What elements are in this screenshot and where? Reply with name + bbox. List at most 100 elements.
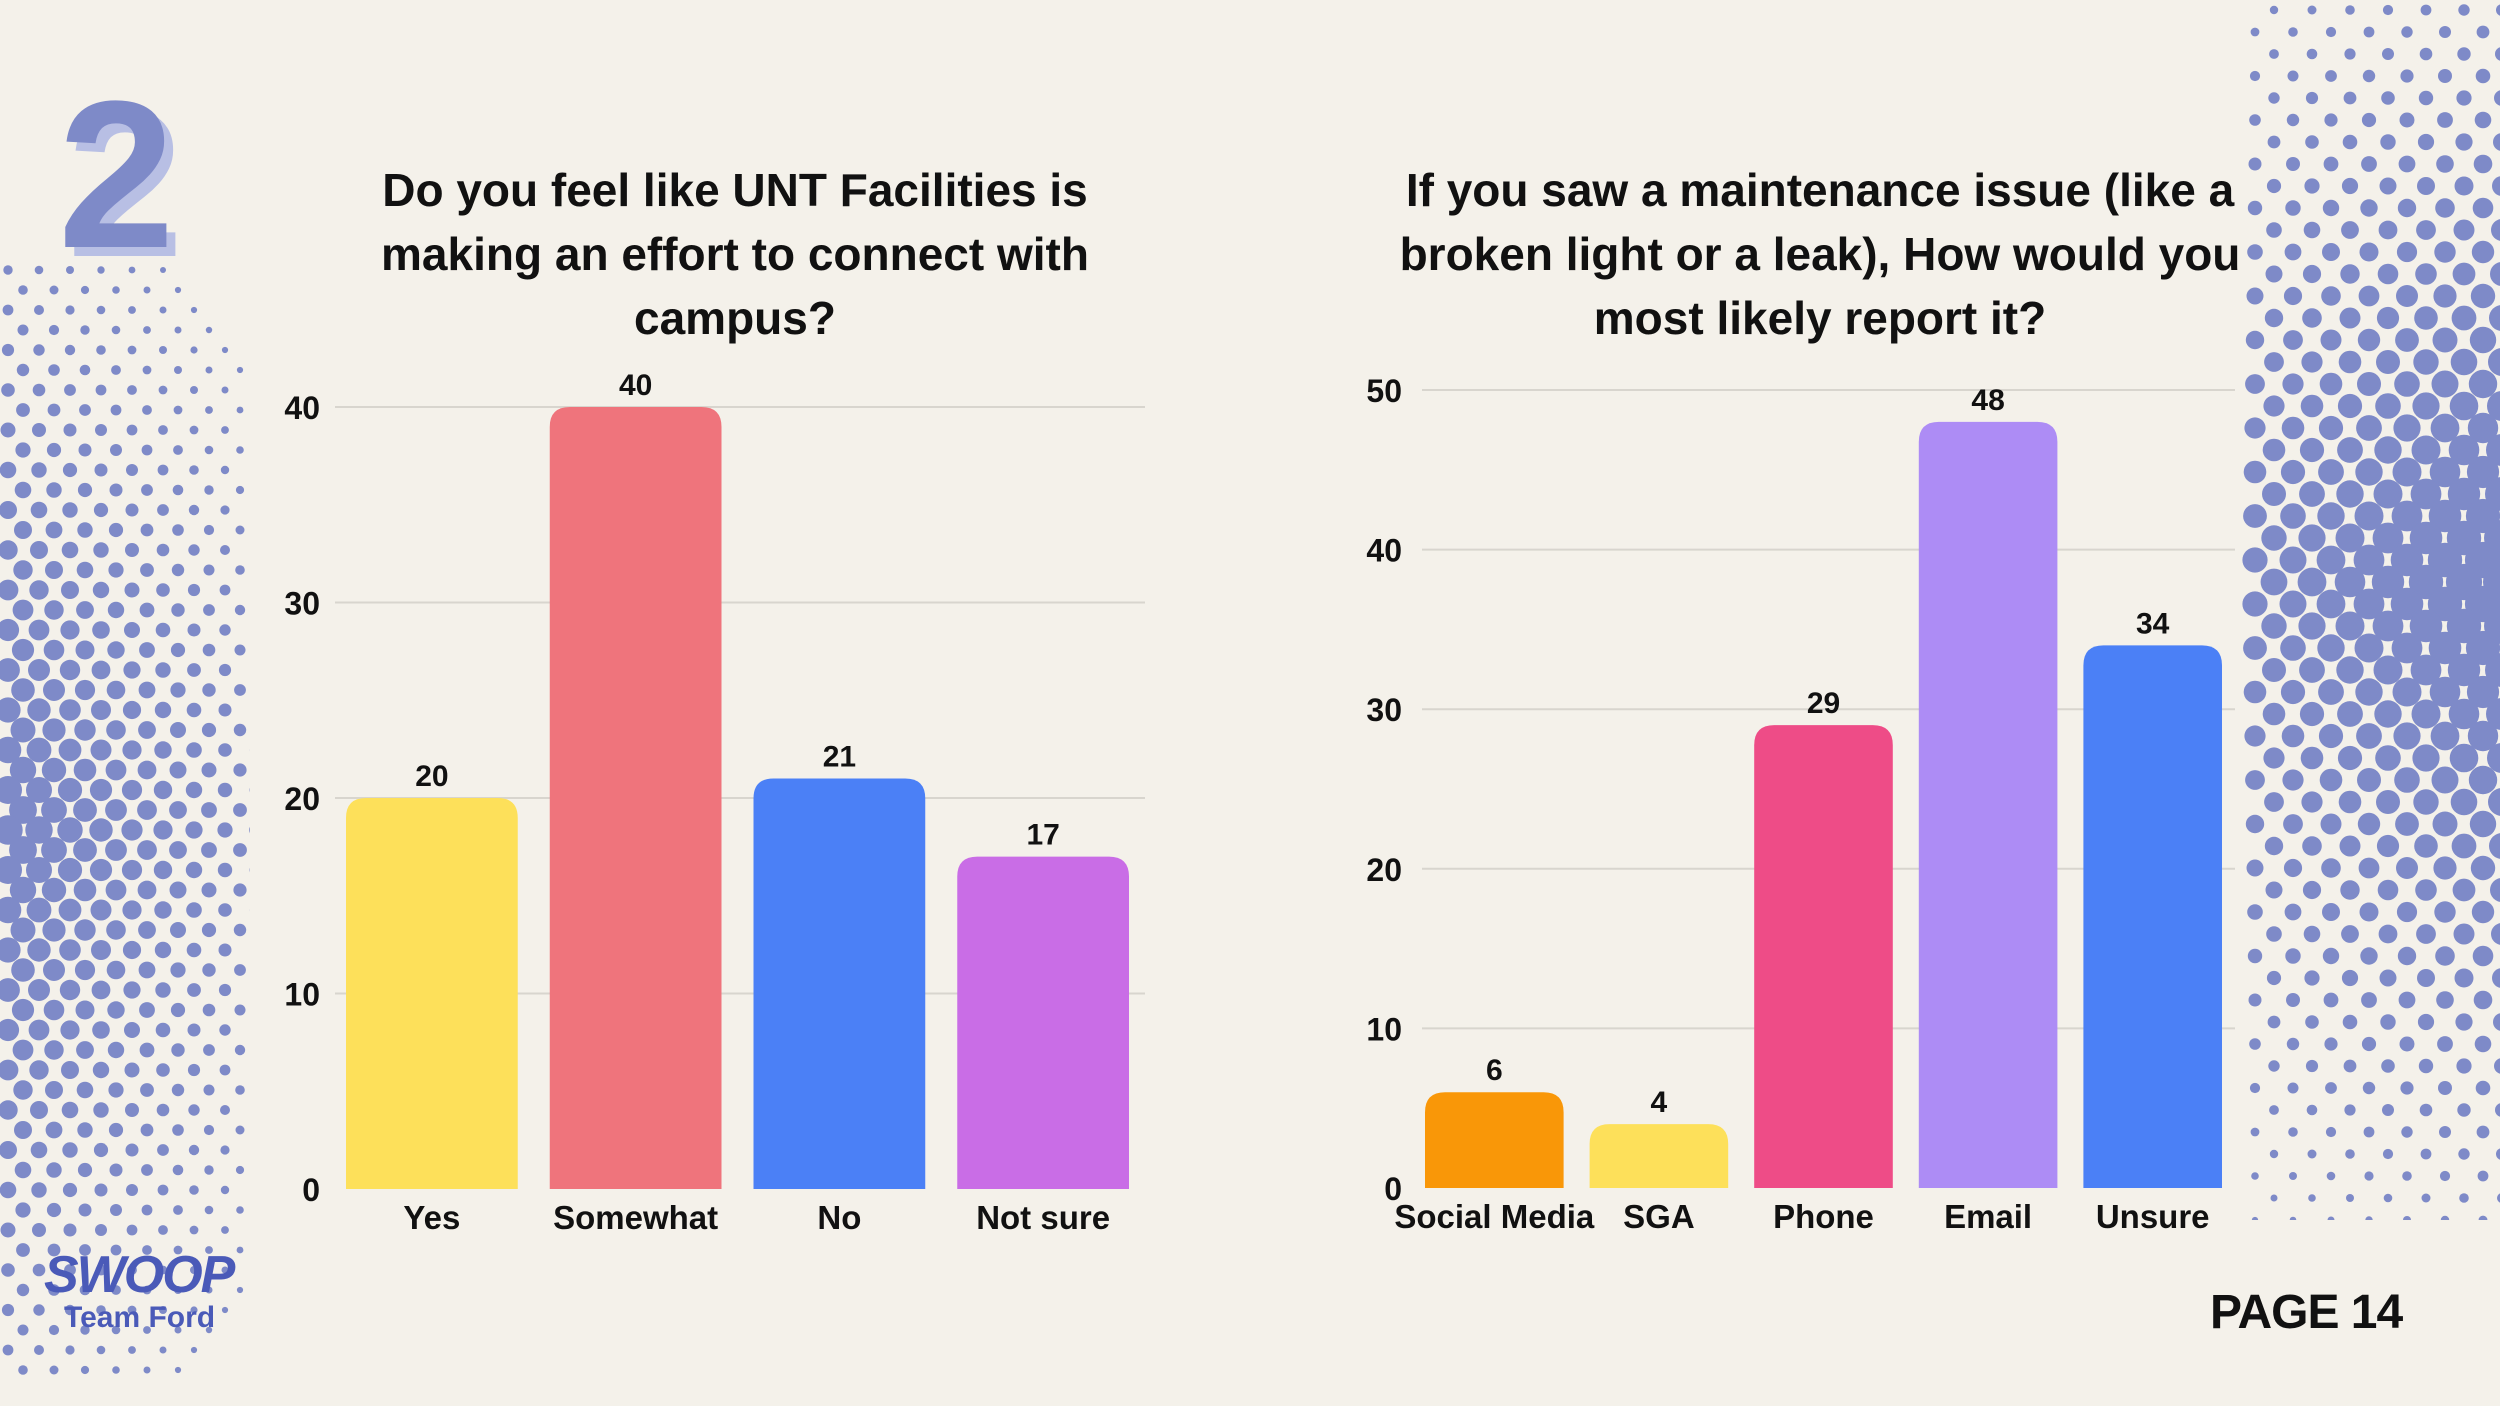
decorative-dot <box>2440 1215 2450 1220</box>
decorative-dot <box>2452 878 2476 902</box>
decorative-dot <box>2308 1194 2316 1202</box>
decorative-dot <box>2261 525 2287 551</box>
decorative-dot <box>234 644 246 656</box>
decorative-dot <box>2354 501 2384 531</box>
decorative-dot <box>75 640 95 660</box>
page-number: PAGE 14 <box>2210 1286 2403 1339</box>
decorative-dot <box>138 921 156 939</box>
decorative-dot <box>2280 635 2306 661</box>
decorative-dot <box>202 683 216 697</box>
decorative-dot <box>26 777 52 803</box>
decorative-dot <box>2378 924 2398 944</box>
decorative-dot <box>143 1326 151 1334</box>
decorative-dot <box>2316 545 2346 575</box>
decorative-dot <box>2362 1081 2376 1095</box>
data-label: 21 <box>823 740 856 773</box>
decorative-dot <box>188 544 200 556</box>
decorative-dot <box>138 681 156 699</box>
y-tick-label: 20 <box>1366 852 1402 888</box>
decorative-dot <box>2249 70 2261 82</box>
decorative-dot <box>32 423 46 437</box>
decorative-dot <box>2356 723 2382 749</box>
decorative-dot <box>2318 415 2344 441</box>
decorative-dot <box>2322 903 2340 921</box>
decorative-dot <box>1 383 15 397</box>
bar-no <box>753 778 926 1189</box>
decorative-dot <box>2376 350 2400 374</box>
decorative-dot <box>185 861 203 879</box>
decorative-dot <box>171 1083 185 1097</box>
decorative-dot <box>190 386 198 394</box>
decorative-dot <box>157 1144 169 1156</box>
decorative-dot <box>108 1082 124 1098</box>
decorative-dot <box>2438 1081 2452 1095</box>
decorative-dot <box>205 1286 213 1294</box>
decorative-dot <box>2357 328 2381 352</box>
decorative-dot <box>30 541 48 559</box>
decorative-dot <box>2459 1193 2469 1203</box>
decorative-dot <box>2337 701 2363 727</box>
decorative-dot <box>2266 970 2282 986</box>
decorative-dot <box>2397 198 2417 218</box>
decorative-dot <box>2303 925 2321 943</box>
decorative-dot <box>127 345 137 355</box>
decorative-dot <box>233 723 247 737</box>
decorative-dot <box>2374 436 2402 464</box>
decorative-dot <box>2455 1013 2473 1031</box>
decorative-dot <box>235 485 245 495</box>
decorative-dot <box>62 1182 78 1198</box>
decorative-dot <box>2474 1035 2492 1053</box>
y-tick-label: 10 <box>284 977 320 1013</box>
decorative-dot <box>2261 613 2287 639</box>
decorative-dot <box>30 1141 48 1159</box>
decorative-dot <box>2394 371 2420 397</box>
decorative-dot <box>95 424 107 436</box>
decorative-dot <box>111 1285 121 1295</box>
decorative-dot <box>2395 328 2419 352</box>
decorative-dot <box>188 1144 200 1156</box>
decorative-dot <box>106 920 126 940</box>
decorative-dot <box>108 1122 124 1138</box>
decorative-dot <box>45 1121 63 1139</box>
decorative-dot <box>13 1080 33 1100</box>
x-tick-label: SGA <box>1623 1198 1695 1235</box>
decorative-dot <box>9 756 37 784</box>
decorative-dot <box>91 700 111 720</box>
decorative-dot <box>2439 26 2451 38</box>
decorative-dot <box>0 579 19 601</box>
decorative-dot <box>234 1004 246 1016</box>
decorative-dot <box>2429 676 2461 708</box>
decorative-dot <box>169 801 187 819</box>
decorative-dot <box>60 620 80 640</box>
decorative-dot <box>2361 992 2377 1008</box>
decorative-dot <box>139 642 155 658</box>
decorative-dot <box>2357 812 2381 836</box>
decorative-dot <box>2344 48 2356 60</box>
decorative-dot <box>2430 721 2460 751</box>
decorative-dot <box>170 722 186 738</box>
decorative-dot <box>2283 330 2303 350</box>
decorative-dot <box>63 1223 77 1237</box>
decorative-dot <box>2377 263 2399 285</box>
decorative-dot <box>2495 47 2500 61</box>
decorative-dot <box>169 841 187 859</box>
decorative-dot <box>2339 835 2361 857</box>
decorative-dot <box>201 882 217 898</box>
decorative-dot <box>2402 1171 2412 1181</box>
decorative-dot <box>172 1164 184 1176</box>
decorative-dot <box>2414 306 2438 330</box>
decorative-dot <box>45 1081 63 1099</box>
decorative-dot <box>2392 457 2422 487</box>
decorative-dot <box>48 1284 60 1296</box>
decorative-dot <box>2492 176 2500 196</box>
decorative-dot <box>2263 395 2285 417</box>
decorative-dot <box>2343 1059 2357 1073</box>
decorative-dot <box>91 980 111 1000</box>
decorative-dot <box>173 1205 183 1215</box>
decorative-dot <box>187 1023 201 1037</box>
decorative-dot <box>2339 307 2361 329</box>
decorative-dot <box>202 1003 216 1017</box>
decorative-dot <box>2415 263 2437 285</box>
decorative-dot <box>2321 858 2341 878</box>
